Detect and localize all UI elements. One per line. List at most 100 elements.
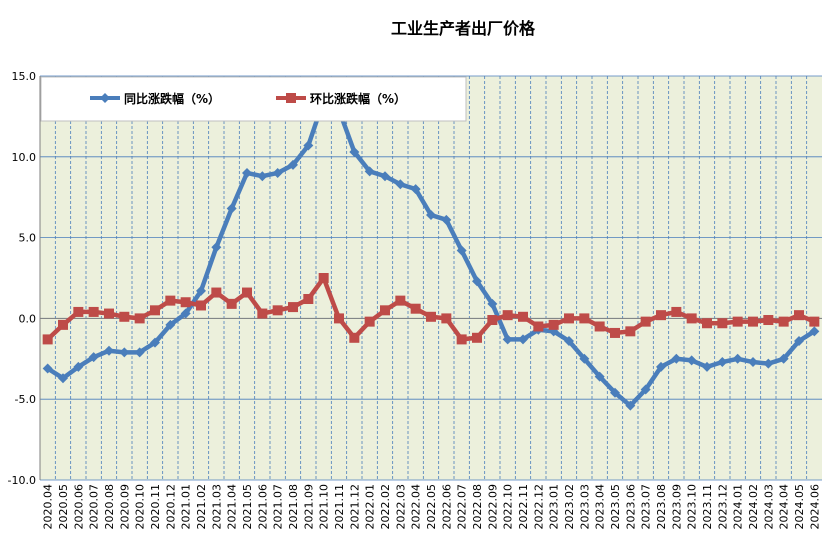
data-point [242, 287, 252, 298]
x-tick-label: 2022.05 [425, 484, 438, 530]
y-tick-label: 5.0 [19, 232, 37, 245]
data-point [686, 355, 697, 366]
data-point [456, 245, 467, 256]
data-point [763, 358, 774, 369]
x-tick-label: 2022.12 [532, 484, 545, 530]
series-2 [42, 273, 820, 345]
x-tick-label: 2022.10 [502, 484, 515, 530]
data-point [610, 327, 620, 338]
data-point [288, 159, 298, 170]
x-tick-label: 2024.03 [762, 484, 775, 530]
x-tick-label: 2021.12 [348, 484, 361, 530]
x-tick-label: 2021.08 [287, 484, 300, 530]
data-point [303, 140, 314, 151]
data-point [364, 316, 375, 327]
data-point [211, 287, 222, 298]
data-point [564, 336, 574, 347]
data-point [180, 308, 191, 319]
data-point [134, 347, 145, 358]
x-tick-label: 2022.04 [410, 484, 423, 530]
data-point [410, 184, 421, 195]
x-tick-label: 2020.10 [134, 484, 147, 530]
x-tick-label: 2022.02 [379, 484, 392, 530]
x-tick-label: 2020.07 [88, 484, 101, 530]
data-point [456, 334, 467, 345]
data-point [150, 337, 160, 348]
x-tick-label: 2021.03 [210, 484, 223, 530]
data-point [732, 316, 743, 327]
data-point [242, 167, 252, 178]
data-point [502, 310, 513, 321]
data-point [88, 306, 99, 317]
data-point [119, 347, 130, 358]
data-point [594, 371, 605, 382]
x-tick-label: 2023.11 [701, 484, 714, 530]
data-point [702, 318, 712, 329]
data-point [441, 313, 452, 324]
y-tick-label: -5.0 [15, 393, 36, 406]
plot-background [40, 76, 822, 480]
x-tick-label: 2020.06 [72, 484, 85, 530]
data-point [395, 179, 406, 190]
y-tick-label: -10.0 [8, 474, 36, 487]
x-tick-label: 2020.08 [103, 484, 116, 530]
x-tick-label: 2023.05 [609, 484, 622, 530]
data-point [288, 302, 298, 313]
data-point [518, 334, 528, 345]
x-tick-label: 2022.09 [486, 484, 499, 529]
data-point [732, 353, 743, 364]
x-tick-label: 2022.07 [456, 484, 469, 530]
data-point [579, 313, 590, 324]
data-point [472, 332, 482, 343]
x-tick-label: 2024.02 [747, 484, 760, 530]
series-1 [42, 95, 820, 411]
data-point [426, 311, 436, 322]
data-point [334, 313, 344, 324]
x-tick-label: 2024.05 [793, 484, 806, 530]
data-point [656, 310, 666, 321]
data-point [717, 357, 728, 368]
data-point [211, 242, 222, 253]
data-point [104, 308, 114, 319]
data-point [610, 387, 620, 398]
data-point [671, 353, 682, 364]
data-point [579, 353, 590, 364]
y-tick-label: 0.0 [19, 312, 37, 325]
data-point [380, 171, 390, 182]
data-point [349, 146, 360, 157]
legend-item-2: 环比涨跌幅（%） [276, 91, 406, 106]
data-point [533, 321, 544, 332]
x-tick-label: 2024.06 [808, 484, 821, 530]
data-point [119, 311, 130, 322]
data-point [303, 294, 314, 305]
legend-marker [100, 93, 110, 103]
x-tick-label: 2022.11 [517, 484, 530, 530]
data-point [42, 363, 53, 374]
data-point [150, 305, 160, 316]
data-point [364, 166, 375, 177]
data-point [272, 305, 283, 316]
legend: 同比涨跌幅（%） 环比涨跌幅（%） [40, 76, 467, 122]
legend-item-1: 同比涨跌幅（%） [90, 91, 220, 106]
x-tick-label: 2023.04 [594, 484, 607, 530]
data-point [226, 298, 237, 309]
data-point [426, 209, 436, 220]
y-tick-label: 15.0 [12, 70, 37, 83]
x-tick-label: 2020.04 [42, 484, 55, 530]
data-point [380, 305, 390, 316]
x-tick-label: 2021.11 [333, 484, 346, 530]
data-point [272, 167, 283, 178]
data-point [594, 321, 605, 332]
data-point [809, 316, 820, 327]
data-point [518, 311, 528, 322]
data-point [318, 273, 329, 283]
data-point [42, 334, 53, 345]
data-point [58, 319, 68, 330]
x-tick-label: 2020.09 [118, 484, 131, 530]
data-point [88, 352, 99, 363]
x-tick-label: 2023.02 [563, 484, 576, 530]
data-point [656, 361, 666, 372]
data-point [625, 326, 636, 337]
data-point [441, 214, 452, 225]
